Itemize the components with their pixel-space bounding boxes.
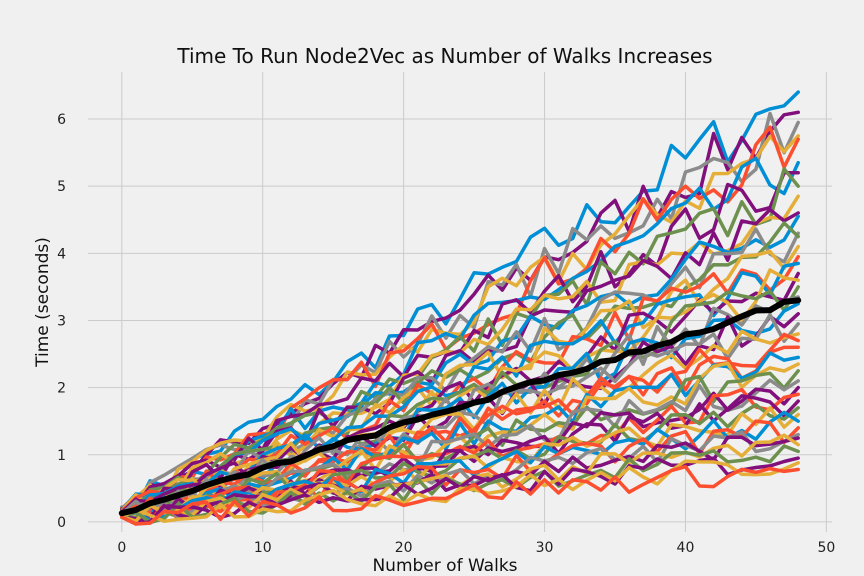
series-line	[120, 268, 800, 515]
y-tick-label: 2	[57, 381, 66, 397]
y-tick-label: 4	[57, 246, 66, 262]
x-axis-label: Number of Walks	[372, 556, 517, 576]
chart-title: Time To Run Node2Vec as Number of Walks …	[176, 44, 712, 68]
series-line	[120, 332, 800, 516]
mean-series-line	[118, 297, 802, 517]
x-tick-label: 40	[677, 540, 695, 556]
series-line	[120, 111, 800, 510]
y-tick-labels: 0 1 2 3 4 5 6	[57, 112, 66, 531]
series-line	[120, 378, 800, 517]
x-tick-label: 50	[817, 540, 835, 556]
mean-series-group	[118, 297, 802, 517]
series-line	[120, 110, 800, 511]
series-line	[120, 167, 800, 515]
y-tick-label: 5	[57, 179, 66, 195]
x-tick-label: 0	[117, 540, 126, 556]
y-tick-label: 6	[57, 112, 66, 128]
y-tick-label: 0	[57, 515, 66, 531]
x-tick-labels: 0 10 20 30 40 50	[117, 540, 835, 556]
x-tick-label: 20	[395, 540, 413, 556]
series-line	[120, 464, 800, 526]
series-line	[120, 410, 800, 522]
x-tick-label: 30	[536, 540, 554, 556]
series-line	[120, 221, 800, 513]
y-axis-label: Time (seconds)	[33, 237, 53, 368]
y-tick-label: 1	[57, 448, 66, 464]
series-line	[120, 444, 800, 525]
series-group	[120, 90, 800, 526]
series-line	[120, 271, 800, 515]
series-line	[120, 90, 800, 511]
y-tick-label: 3	[57, 313, 66, 329]
x-tick-label: 10	[254, 540, 272, 556]
series-line	[120, 459, 800, 524]
